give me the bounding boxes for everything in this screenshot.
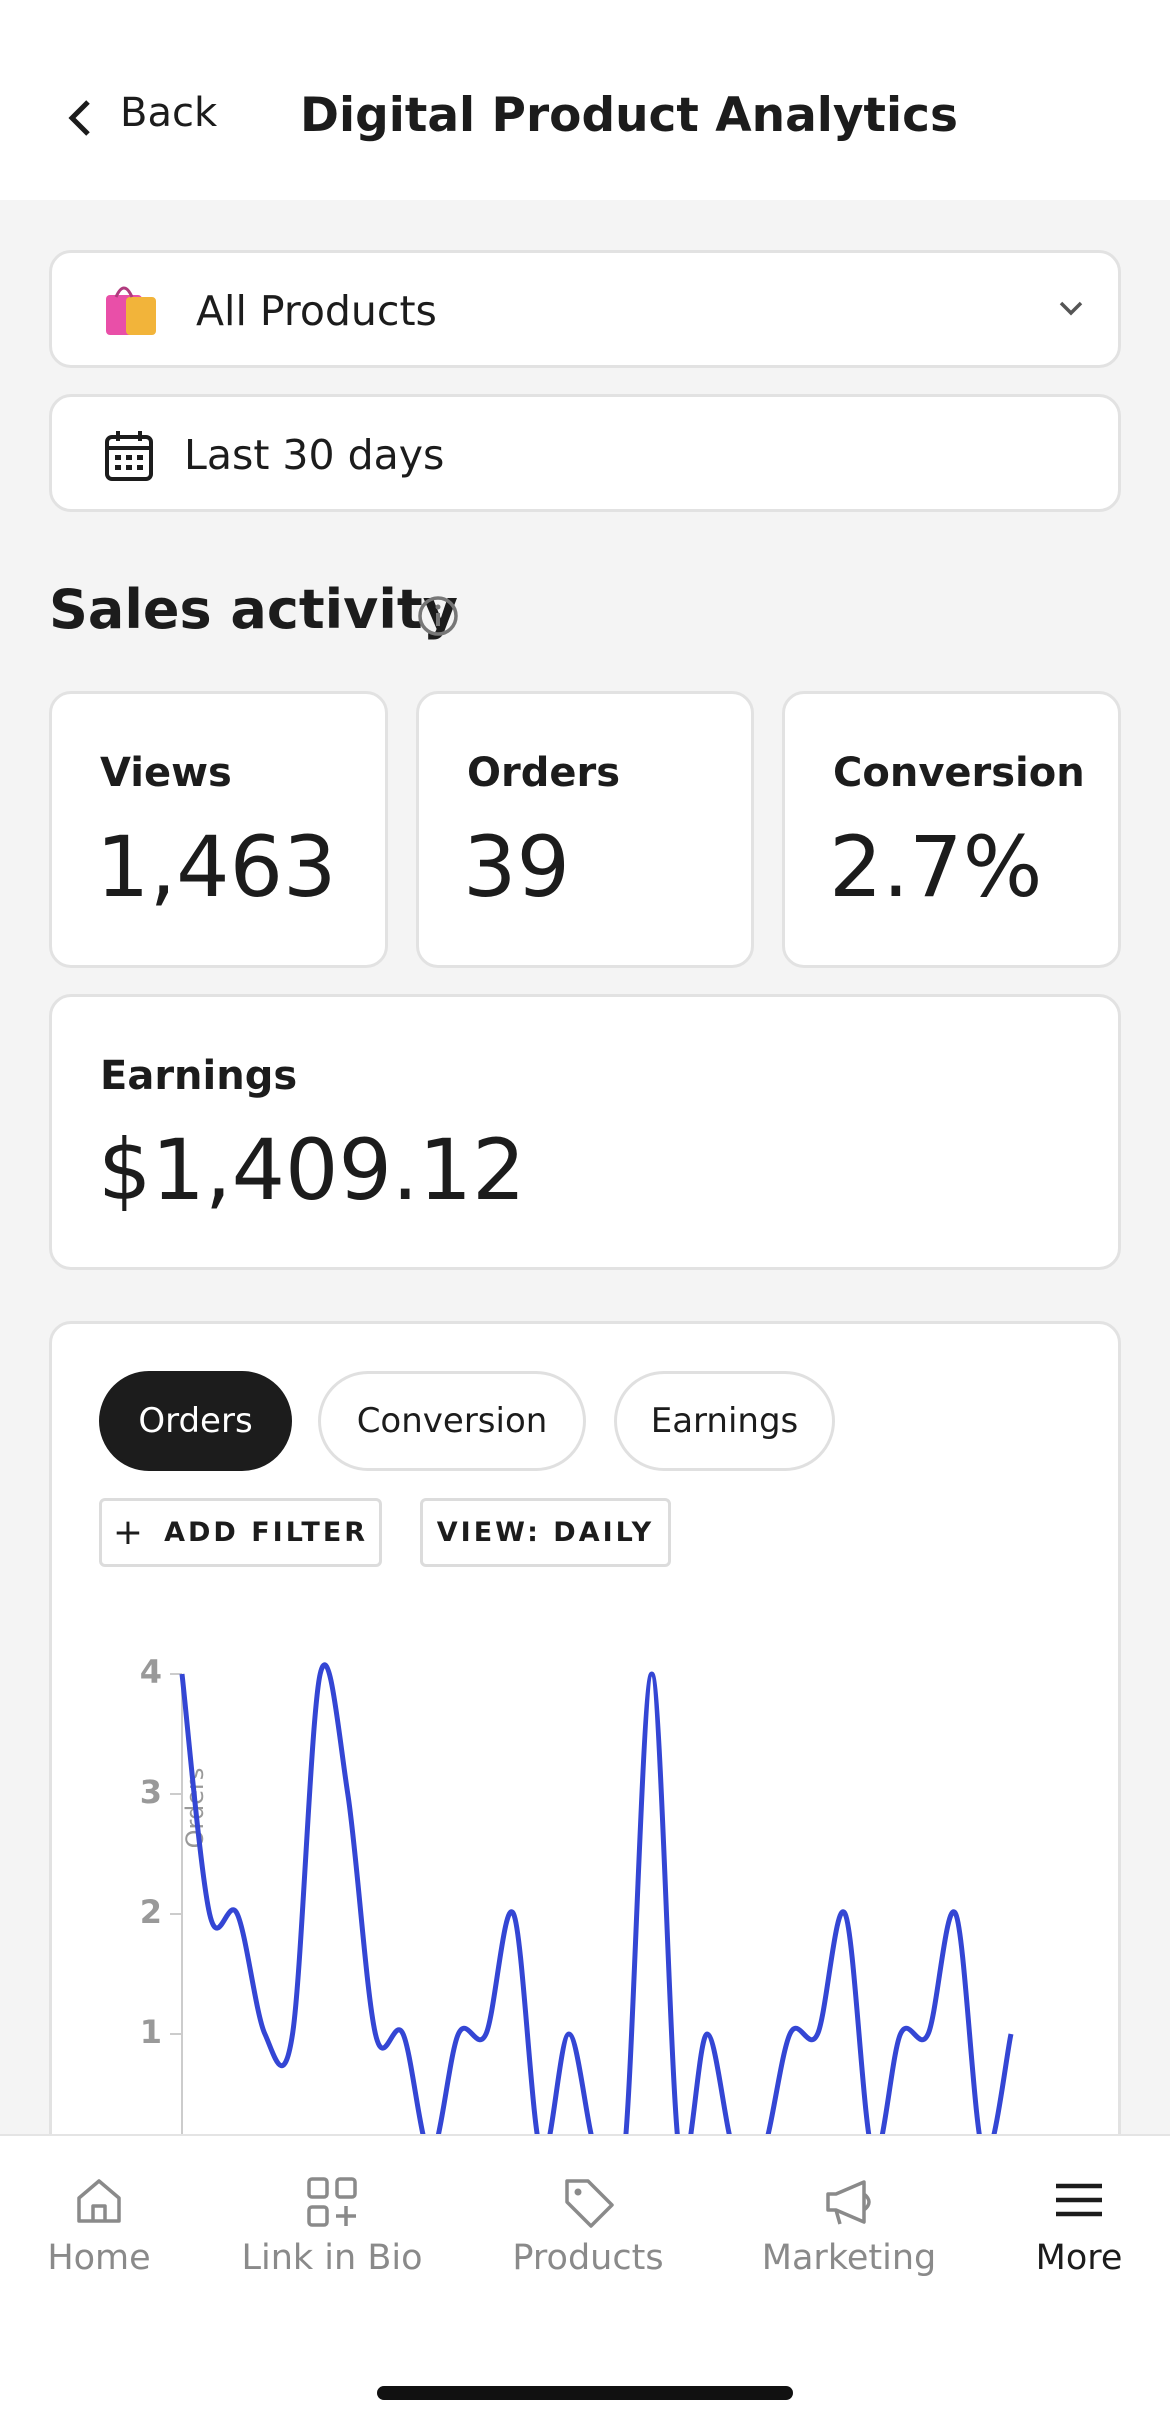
link-icon xyxy=(307,2177,357,2227)
section-title: Sales activity xyxy=(49,578,458,641)
home-icon xyxy=(77,2179,121,2223)
stat-value: 2.7% xyxy=(829,818,1043,916)
plus-icon: + xyxy=(112,1512,147,1553)
page-title: Digital Product Analytics xyxy=(300,88,958,143)
home-indicator xyxy=(377,2386,793,2400)
tag-icon xyxy=(565,2179,614,2228)
date-label: Last 30 days xyxy=(184,431,445,479)
button-label: ADD FILTER xyxy=(164,1517,369,1548)
add-filter-button[interactable]: + ADD FILTER xyxy=(99,1498,382,1567)
earnings-value: $1,409.12 xyxy=(98,1121,526,1219)
chart-card xyxy=(49,1321,1121,2221)
product-dropdown[interactable]: All Products xyxy=(49,250,1121,368)
megaphone-icon xyxy=(826,2180,871,2225)
tab[interactable]: Earnings xyxy=(614,1371,835,1471)
back-icon xyxy=(68,100,90,136)
stat-value: 1,463 xyxy=(96,818,337,916)
y-tick-label: 4 xyxy=(140,1653,162,1691)
tab[interactable]: Conversion xyxy=(318,1371,586,1471)
bag-icon xyxy=(106,286,156,335)
stat-label: Conversion xyxy=(833,750,1085,796)
nav-item[interactable]: Link in Bio xyxy=(241,2238,423,2278)
info-icon[interactable] xyxy=(416,594,460,638)
tab[interactable]: Orders xyxy=(99,1371,292,1471)
header: Back Digital Product Analytics xyxy=(0,0,1170,200)
nav-item[interactable]: More xyxy=(1035,2238,1123,2278)
nav-item[interactable]: Products xyxy=(512,2238,664,2278)
earnings-card: Earnings $1,409.12 xyxy=(49,994,1121,1270)
menu-icon[interactable] xyxy=(1054,2182,1104,2222)
calendar-icon xyxy=(105,431,153,481)
stat-card: Views 1,463 xyxy=(49,691,388,968)
earnings-label: Earnings xyxy=(100,1053,298,1099)
y-tick-label: 1 xyxy=(140,2013,162,2051)
stat-card: Conversion 2.7% xyxy=(782,691,1121,968)
nav-item[interactable]: Marketing xyxy=(761,2238,937,2278)
bottom-nav xyxy=(0,2134,1170,2426)
product-label: All Products xyxy=(196,287,437,335)
back-button[interactable]: Back xyxy=(120,90,218,136)
nav-item[interactable]: Home xyxy=(47,2238,151,2278)
date-range[interactable]: Last 30 days xyxy=(49,394,1121,512)
y-tick-label: 2 xyxy=(140,1893,162,1931)
y-tick-label: 3 xyxy=(140,1773,162,1811)
view-button[interactable]: VIEW: DAILY xyxy=(420,1498,671,1567)
stat-label: Views xyxy=(100,750,232,796)
stat-value: 39 xyxy=(463,818,570,916)
line xyxy=(179,1662,1014,2134)
chevron-down xyxy=(1059,301,1083,316)
stat-label: Orders xyxy=(467,750,621,796)
stat-card: Orders 39 xyxy=(416,691,754,968)
